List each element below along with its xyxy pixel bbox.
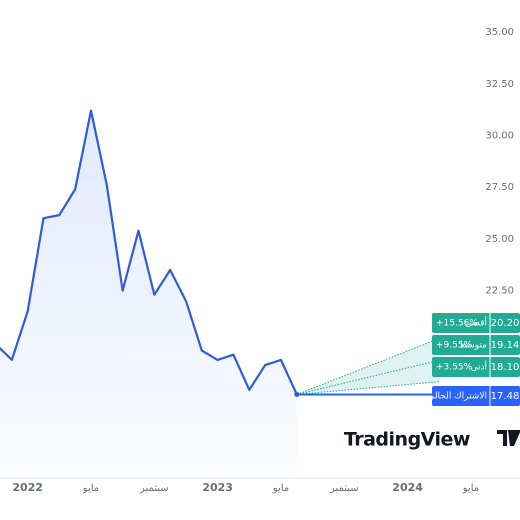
y-tick-label: 22.50: [485, 286, 514, 297]
target-line: [296, 359, 441, 395]
tag-box: [432, 313, 520, 333]
tag-value: 18.10: [491, 362, 520, 373]
tag-box: [432, 386, 520, 406]
x-tick-label: 2023: [202, 481, 233, 494]
tag-change: +3.55%: [436, 363, 473, 373]
last-point: [294, 391, 300, 397]
y-tick-label: 30.00: [485, 130, 514, 141]
tag-change: +9.55%: [436, 341, 473, 351]
x-tick-label: سبتمبر: [139, 483, 169, 494]
x-tick-label: مايو: [272, 483, 289, 494]
tag-value: 20.20: [491, 318, 520, 329]
y-tick-label: 27.50: [485, 182, 514, 193]
x-tick-label: مايو: [462, 483, 479, 494]
watermark: TradingView: [344, 429, 470, 451]
tags: 20.20 +15.56%أقصى 19.14 +9.55%متوسط 18.10 +3.…: [427, 313, 520, 406]
plot: 35.00 32.50 30.00 27.50 25.00 22.50 2022 مايو سب…: [0, 27, 520, 494]
y-tick-label: 35.00: [485, 27, 514, 38]
logo: [497, 430, 520, 446]
x-tick-label: مايو: [82, 483, 99, 494]
target-range: [296, 338, 440, 395]
tag-box: [432, 357, 520, 377]
price-line: [0, 109, 298, 395]
x-tick-label: 2022: [12, 481, 43, 494]
x-tick-label: 2024: [392, 481, 423, 494]
tag-value: 19.14: [491, 340, 520, 351]
area: [0, 110, 297, 478]
tag-value: 17.48: [491, 391, 520, 402]
y-tick-label: 25.00: [485, 234, 514, 245]
tag-name: أدنى: [470, 361, 487, 373]
tag-box: [432, 335, 520, 355]
y-tick-label: 32.50: [485, 79, 514, 90]
tag-change: +15.56%: [436, 319, 478, 329]
x-tick-label: سبتمبر: [329, 483, 359, 494]
tag-name: الاشتراك الحالي: [427, 392, 487, 402]
tag-name: متوسط: [459, 341, 487, 351]
tag-name: أقصى: [465, 317, 487, 329]
